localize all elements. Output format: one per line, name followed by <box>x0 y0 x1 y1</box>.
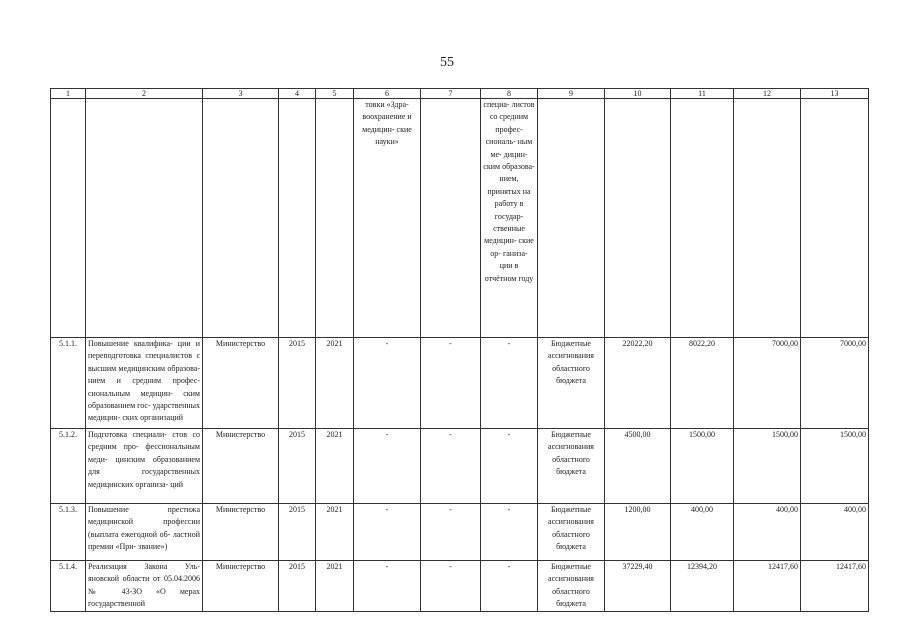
cell-name: Повышение престижа медицинской профессии… <box>85 503 203 561</box>
column-number: 5 <box>315 88 354 99</box>
table-row: 5.1.4. Реализация Закона Уль- яновской об… <box>50 560 869 612</box>
cell-c7: - <box>420 337 481 429</box>
cell-c6: - <box>353 337 421 429</box>
cell-c12: 400,00 <box>733 503 801 561</box>
cell-source: Бюджетные ассигнования областного бюджет… <box>537 503 605 561</box>
cell-source: Бюджетные ассигнования областного бюджет… <box>537 337 605 429</box>
cell-c12: 12417,60 <box>733 560 801 612</box>
table-row: 5.1.2. Подготовка специали- стов со средн… <box>50 428 869 504</box>
cell-source: Бюджетные ассигнования областного бюджет… <box>537 428 605 504</box>
cell-c13: 400,00 <box>800 503 869 561</box>
column-number: 9 <box>537 88 605 99</box>
cell-c13: 12417,60 <box>800 560 869 612</box>
cell-c6: - <box>353 560 421 612</box>
cell-source: Бюджетные ассигнования областного бюджет… <box>537 560 605 612</box>
column-number: 10 <box>604 88 671 99</box>
column-number: 12 <box>733 88 801 99</box>
cell-end: 2021 <box>315 428 354 504</box>
cell-c6: - <box>353 428 421 504</box>
cell-start: 2015 <box>278 428 316 504</box>
column-number: 7 <box>420 88 481 99</box>
cell-end: 2021 <box>315 503 354 561</box>
cell-c6: - <box>353 503 421 561</box>
cell-c7: - <box>420 503 481 561</box>
cell-num: 5.1.2. <box>50 428 86 504</box>
cell-c11: 400,00 <box>670 503 734 561</box>
column-number: 13 <box>800 88 869 99</box>
cell-start: 2015 <box>278 560 316 612</box>
cell-name: Повышение квалифика- ции и переподготовк… <box>85 337 203 429</box>
cell-num: 5.1.4. <box>50 560 86 612</box>
cell-c11: 12394,20 <box>670 560 734 612</box>
cell-c10: 37229,40 <box>604 560 671 612</box>
cell-num: 5.1.1. <box>50 337 86 429</box>
cell-c8: - <box>480 503 538 561</box>
cell-col8: специа- листов со средним профес- сионал… <box>480 98 538 338</box>
page-number: 55 <box>440 55 454 70</box>
cell-c7: - <box>420 428 481 504</box>
column-number: 6 <box>353 88 421 99</box>
cell-end: 2021 <box>315 560 354 612</box>
cell-executor: Министерство <box>202 337 279 429</box>
cell-end: 2021 <box>315 337 354 429</box>
column-number-row: 1 2 3 4 5 6 7 8 9 10 11 12 13 <box>50 88 869 99</box>
cell-c10: 22022,20 <box>604 337 671 429</box>
column-number: 11 <box>670 88 734 99</box>
cell-executor: Министерство <box>202 560 279 612</box>
column-number: 3 <box>202 88 279 99</box>
cell-c8: - <box>480 428 538 504</box>
cell-c12: 1500,00 <box>733 428 801 504</box>
cell-c7: - <box>420 560 481 612</box>
cell-num: 5.1.3. <box>50 503 86 561</box>
cell-name: Подготовка специали- стов со средним про… <box>85 428 203 504</box>
table-row: 5.1.3. Повышение престижа медицинской про… <box>50 503 869 561</box>
budget-table: 1 2 3 4 5 6 7 8 9 10 11 12 13 товки «Здра- воохранен… <box>50 88 869 612</box>
cell-c10: 1200,00 <box>604 503 671 561</box>
column-number: 8 <box>480 88 538 99</box>
cell-start: 2015 <box>278 337 316 429</box>
cell-executor: Министерство <box>202 428 279 504</box>
cell-executor: Министерство <box>202 503 279 561</box>
table-row: 5.1.1. Повышение квалифика- ции и перепод… <box>50 337 869 429</box>
cell-col6: товки «Здра- воохранение и медицин- ские… <box>353 98 421 338</box>
cell-c10: 4500,00 <box>604 428 671 504</box>
cell-c13: 1500,00 <box>800 428 869 504</box>
column-number: 1 <box>50 88 86 99</box>
cell-c8: - <box>480 560 538 612</box>
cell-c11: 1500,00 <box>670 428 734 504</box>
continuation-row: товки «Здра- воохранение и медицин- ские… <box>50 98 869 338</box>
cell-start: 2015 <box>278 503 316 561</box>
cell-c13: 7000,00 <box>800 337 869 429</box>
column-number: 4 <box>278 88 316 99</box>
cell-c11: 8022,20 <box>670 337 734 429</box>
cell-name: Реализация Закона Уль- яновской области … <box>85 560 203 612</box>
cell-c8: - <box>480 337 538 429</box>
cell-c12: 7000,00 <box>733 337 801 429</box>
column-number: 2 <box>85 88 203 99</box>
